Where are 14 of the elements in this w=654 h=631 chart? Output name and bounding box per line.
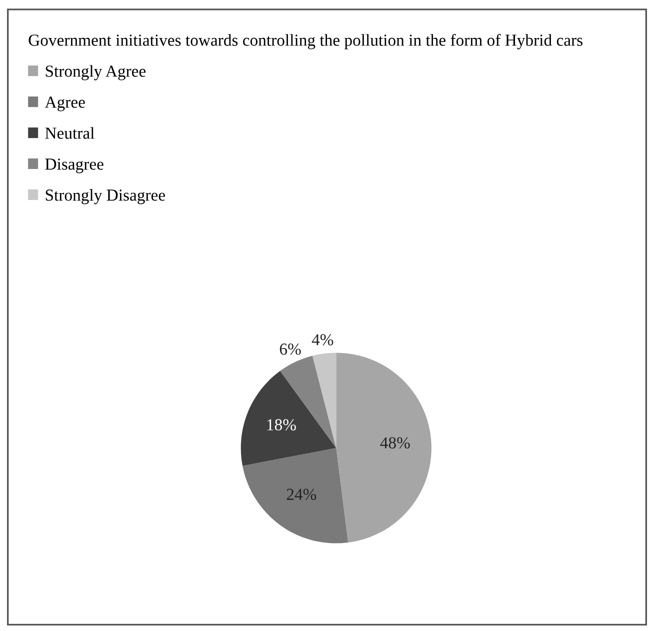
data-label: 18% [267,419,296,430]
legend-label: Neutral [45,127,94,139]
data-label: 4% [312,334,334,346]
legend-label: Agree [44,96,85,112]
legend-label: Strongly Disagree [46,189,165,204]
pie-slice [312,352,336,448]
data-label: 24% [286,488,316,500]
legend-label: Strongly Agree [46,65,146,80]
pie-slice [240,370,336,466]
legend-label: Disagree [45,158,104,174]
data-label: 48% [380,437,410,449]
pie-slice [336,352,432,543]
legend-title: Government initiatives towards controlling the pollution in the form of Hybrid cars [28,34,582,50]
data-label: 6% [280,343,301,355]
